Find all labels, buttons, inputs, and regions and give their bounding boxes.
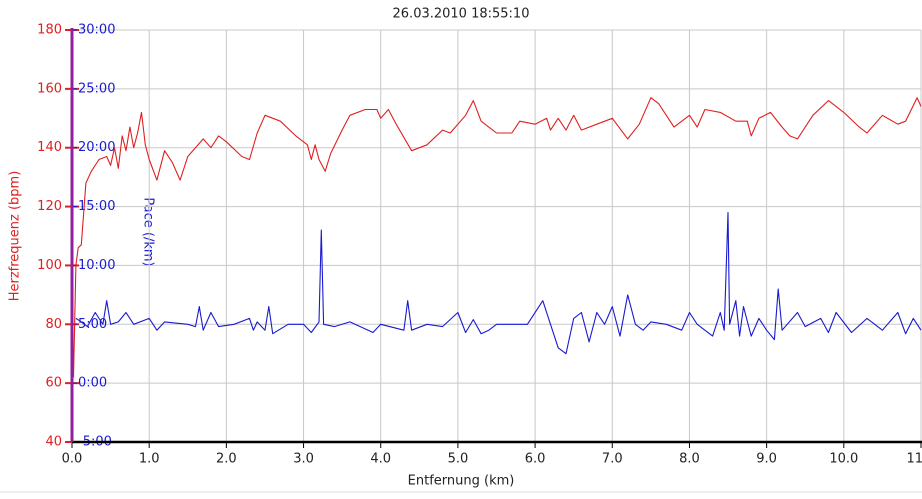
x-tick-label: 1.0 [139, 452, 160, 467]
x-tick-label: 11.0 [907, 452, 922, 467]
x-tick-label: 7.0 [602, 452, 623, 467]
data-line [72, 97, 922, 378]
x-tick-label: 2.0 [216, 452, 237, 467]
chart-title: 26.03.2010 18:55:10 [393, 7, 530, 22]
y-tick-label: 80 [45, 317, 62, 332]
x-tick-label: 3.0 [293, 452, 314, 467]
x-axis-label: Entfernung (km) [408, 474, 515, 489]
x-tick-label: 0.0 [62, 452, 83, 467]
y2-tick-label: 30:00 [78, 23, 115, 38]
x-tick-label: 9.0 [756, 452, 777, 467]
y2-tick-label: 20:00 [78, 140, 115, 155]
y-tick-label: 120 [37, 199, 62, 214]
x-tick-label: 6.0 [525, 452, 546, 467]
y-tick-label: 180 [37, 23, 62, 38]
y-tick-label: 140 [37, 140, 62, 155]
y2-tick-label: 25:00 [78, 81, 115, 96]
y-axis-label: Herzfrequenz (bpm) [8, 171, 23, 302]
data-line [75, 211, 922, 355]
y-tick-label: 100 [37, 258, 62, 273]
y-tick-label: 40 [45, 435, 62, 450]
x-tick-label: 8.0 [679, 452, 700, 467]
y2-tick-label: 10:00 [78, 258, 115, 273]
y-tick-label: 60 [45, 376, 62, 391]
y2-tick-label: 15:00 [78, 199, 115, 214]
y2-tick-label: 0:00 [78, 376, 107, 391]
x-tick-label: 5.0 [448, 452, 469, 467]
x-tick-label: 10.0 [829, 452, 858, 467]
x-tick-label: 4.0 [370, 452, 391, 467]
y-tick-label: 160 [37, 81, 62, 96]
y2-axis-label: Pace (/km) [141, 197, 156, 266]
